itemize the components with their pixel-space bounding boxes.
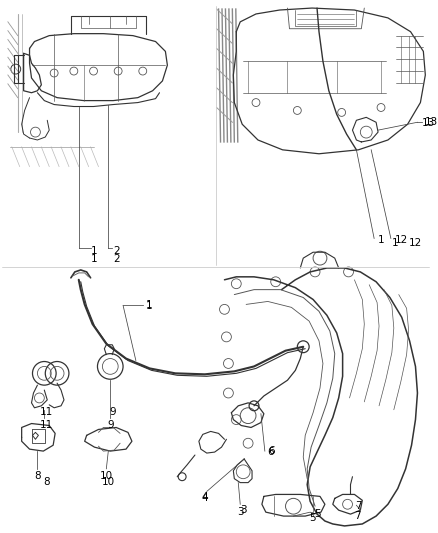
- Text: 8: 8: [34, 471, 41, 481]
- Text: 3: 3: [240, 505, 247, 515]
- Text: 7: 7: [355, 501, 362, 511]
- Text: 5: 5: [309, 513, 315, 523]
- Text: 9: 9: [109, 407, 116, 417]
- Text: 12: 12: [409, 238, 422, 248]
- Text: 10: 10: [102, 477, 115, 487]
- Text: 8: 8: [43, 477, 49, 487]
- Text: 11: 11: [40, 419, 53, 430]
- Text: 10: 10: [100, 471, 113, 481]
- Text: 1: 1: [392, 238, 399, 248]
- Text: 12: 12: [395, 236, 408, 245]
- Text: 6: 6: [268, 446, 275, 456]
- Text: 11: 11: [40, 407, 53, 417]
- Text: 2: 2: [113, 254, 120, 264]
- Text: 3: 3: [237, 507, 244, 517]
- Text: 9: 9: [107, 419, 113, 430]
- Text: 5: 5: [314, 509, 321, 519]
- Text: 7: 7: [354, 511, 361, 521]
- Text: 1: 1: [378, 236, 385, 245]
- Text: 4: 4: [201, 492, 208, 503]
- Text: 13: 13: [424, 117, 438, 127]
- Text: 4: 4: [201, 494, 208, 504]
- Text: 1: 1: [146, 301, 152, 310]
- Text: 2: 2: [113, 246, 120, 256]
- Text: 6: 6: [267, 447, 273, 457]
- Text: 13: 13: [421, 118, 434, 128]
- Text: 1: 1: [91, 246, 98, 256]
- Text: 1: 1: [91, 254, 98, 264]
- Text: 1: 1: [146, 301, 152, 311]
